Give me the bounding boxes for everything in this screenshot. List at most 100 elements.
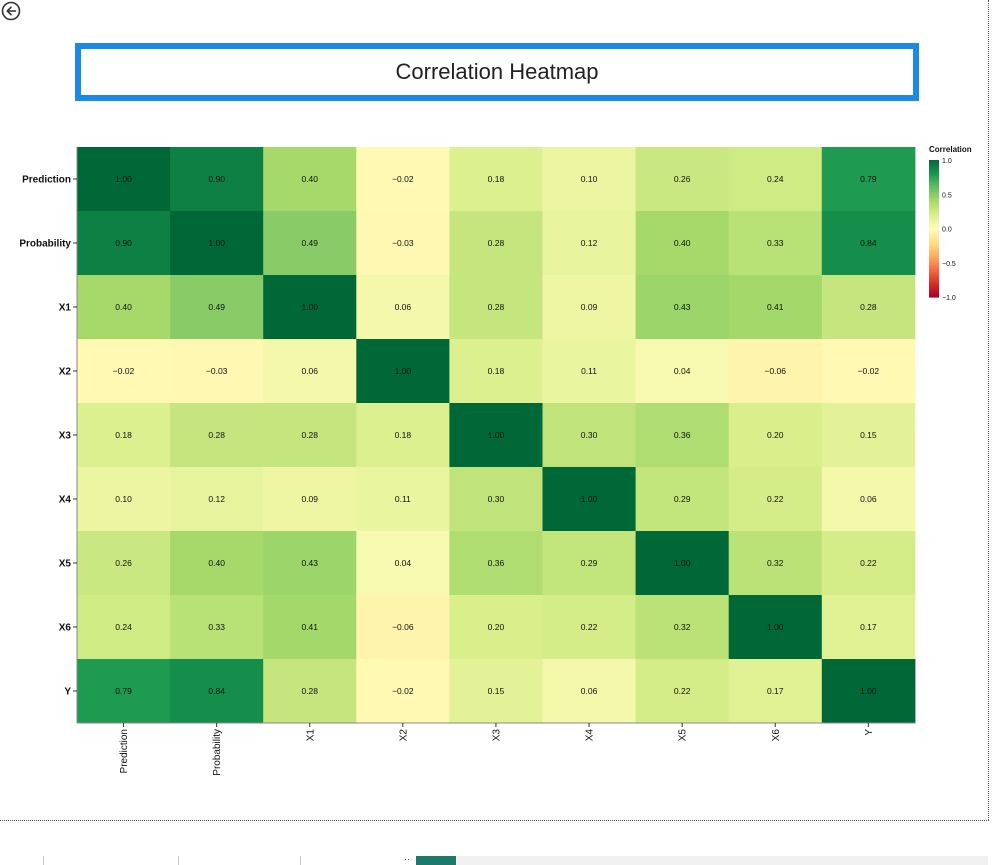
colorbar-segment [929,292,939,296]
heatmap-cell-label: 0.79 [115,686,132,696]
heatmap-cell [728,595,823,660]
heatmap-cell-label: 0.40 [674,238,691,248]
colorbar-segment [929,276,939,280]
heatmap-cell-label: 0.28 [208,430,225,440]
colorbar-segment [929,175,939,179]
heatmap-cell-label: 0.30 [581,430,598,440]
heatmap-cell-label: −0.02 [392,686,414,696]
heatmap-cell-label: 0.06 [301,366,318,376]
heatmap-cell [263,403,357,468]
heatmap-cell-label: 0.12 [208,494,225,504]
heatmap-cell-label: 0.26 [674,174,691,184]
heatmap-cell [542,147,637,212]
heatmap-cell-label: 0.20 [767,430,784,440]
heatmap-cell-label: 0.22 [674,686,691,696]
y-tick-label: X2 [59,367,72,378]
heatmap-cell-label: 0.12 [581,238,598,248]
heatmap-cell [170,275,264,340]
colorbar-segment [929,251,939,255]
heatmap-cell [170,339,264,404]
heatmap-cell [263,467,357,532]
x-tick-label: Prediction [119,729,130,773]
heatmap-cell [77,339,171,404]
colorbar-segment [929,287,939,291]
heatmap-cell-label: −0.06 [392,622,414,632]
heatmap-cell-label: 0.28 [301,430,318,440]
heatmap-cell [821,531,916,596]
colorbar-segment [929,212,939,216]
colorbar-segment [929,169,939,173]
heatmap-cell-label: 0.90 [115,238,132,248]
heatmap-cell-label: 1.00 [301,302,318,312]
heatmap-cell [728,531,823,596]
heatmap-cell [542,595,637,660]
heatmap-cell [170,403,264,468]
heatmap-cell-label: 0.43 [301,558,318,568]
colorbar-segment [929,182,939,186]
arrow-left-circle-icon [1,1,21,21]
heatmap-cell-label: 0.17 [860,622,877,632]
page-title: Correlation Heatmap [395,59,599,84]
heatmap-cell-label: 0.17 [767,686,784,696]
tab-scroll-track[interactable] [456,856,988,865]
colorbar-segment [929,290,939,294]
heatmap-cell-label: 0.18 [488,174,505,184]
colorbar-segment [929,201,939,204]
x-tick-label: X1 [305,729,316,742]
heatmap-cell [77,467,171,532]
heatmap-cell [356,275,450,340]
heatmap-cell-label: 0.20 [488,622,505,632]
x-tick-label: Probability [212,729,223,776]
canvas-border-bottom [0,820,989,821]
heatmap-cell-label: 0.11 [581,366,597,376]
heatmap-cell-label: 0.22 [767,494,784,504]
colorbar-segment [929,180,939,184]
heatmap-cell-label: 0.22 [860,558,877,568]
heatmap-cell [821,211,916,276]
heatmap-cell [356,595,450,660]
colorbar-segment [929,219,939,223]
heatmap-cell [263,211,357,276]
heatmap-cell [356,467,450,532]
heatmap-cell [77,531,171,596]
colorbar-segment [929,191,939,195]
back-button[interactable] [1,1,21,21]
x-tick-label: X2 [398,729,409,742]
tab-scroll-thumb[interactable] [416,856,456,865]
colorbar-segment [929,265,939,268]
heatmap-cell-label: 0.84 [208,686,225,696]
heatmap-cell-label: 0.43 [674,302,691,312]
heatmap-cell [821,403,916,468]
heatmap-cell [356,211,450,276]
colorbar-legend: Correlation 1.0 0.5 0.0 −0.5 −1.0 [929,145,972,302]
heatmap-cell-label: 0.40 [301,174,318,184]
x-tick-label: Y [864,729,875,736]
heatmap-cell [821,147,916,212]
colorbar-segment [929,198,939,202]
colorbar-segment [929,239,939,243]
heatmap-cell [170,211,264,276]
heatmap-cell [728,403,823,468]
colorbar-segment [929,214,939,218]
heatmap-cell-label: 0.10 [581,174,598,184]
heatmap-cell [635,403,730,468]
colorbar-segment [929,285,939,289]
colorbar-segment [929,244,939,248]
heatmap-cell [356,147,450,212]
heatmap-cell [170,467,264,532]
heatmap-cell [449,211,543,276]
heatmap-cell-label: 1.00 [208,238,225,248]
heatmap-cell [542,211,637,276]
heatmap-cell [77,147,171,212]
y-tick-label: Y [64,687,71,698]
heatmap-cells: 1.00 0.90 0.40 −0.02 0.18 0.10 0.26 0.24 0.79 0.9… [77,147,916,724]
x-tick-label: X4 [585,729,596,742]
heatmap-cell-label: 0.24 [115,622,132,632]
colorbar-segment [929,196,939,200]
heatmap-cell [170,531,264,596]
colorbar-segment [929,230,939,234]
colorbar-segment [929,205,939,209]
heatmap-cell [449,467,543,532]
heatmap-cell [449,275,543,340]
more-tabs-icon[interactable]: ·· [404,854,410,864]
